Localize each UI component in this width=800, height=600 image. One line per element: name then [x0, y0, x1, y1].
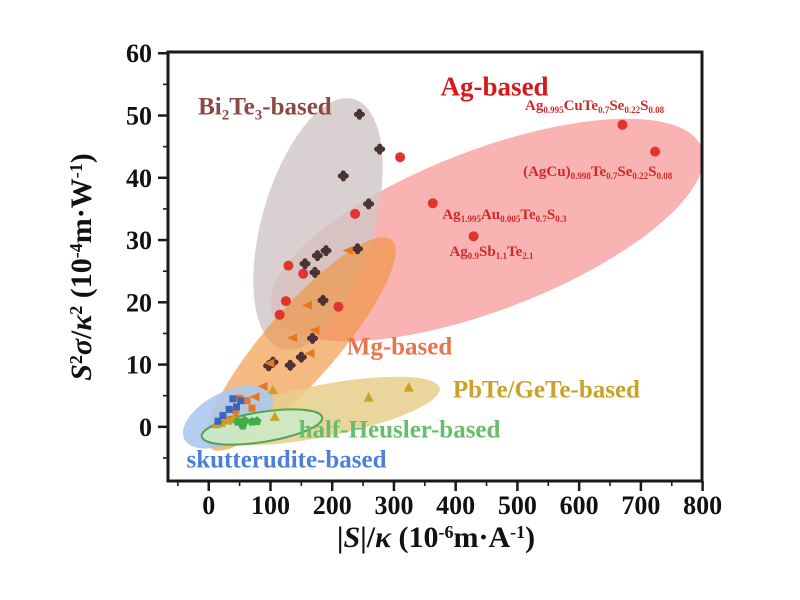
region-ellipses: [182, 98, 702, 451]
data-point-mg-based: [264, 358, 275, 368]
data-point-pbte-gete-based: [269, 411, 280, 421]
data-point-mg-based: [232, 407, 240, 415]
data-point-mg-based: [302, 300, 312, 310]
plot-border: [166, 50, 704, 483]
data-point-ag-based: [283, 260, 294, 271]
data-point-mg-based: [249, 392, 260, 402]
x-tick-label: 800: [683, 491, 722, 520]
data-point-bi2te3-based: [353, 108, 365, 120]
series-skutterudite-based: [214, 395, 245, 425]
scatter-points: [211, 108, 661, 430]
data-point-skutterudite-based: [237, 397, 245, 405]
data-point-bi2te3-based: [352, 243, 363, 255]
x-tick-label: 200: [313, 491, 352, 520]
data-point-bi2te3-based: [295, 351, 307, 363]
data-point-ag-based: [650, 146, 661, 157]
data-point-pbte-gete-based: [403, 382, 414, 392]
data-point-mg-based: [342, 246, 353, 256]
data-point-skutterudite-based: [233, 403, 240, 411]
label-formula-agcute: Ag0.995CuTe0.7Se0.22S0.08: [525, 98, 665, 116]
data-point-bi2te3-based: [374, 143, 386, 155]
data-point-bi2te3-based: [299, 258, 311, 270]
series-half-heusler-based: [233, 415, 262, 430]
data-point-bi2te3-based: [363, 198, 375, 210]
data-point-bi2te3-based: [320, 245, 332, 257]
x-tick-label: 500: [498, 491, 537, 520]
data-point-mg-based: [248, 404, 256, 412]
series-ag-based: [274, 119, 661, 320]
label-ag-based: Ag-based: [440, 71, 549, 102]
data-point-ag-based: [395, 152, 406, 163]
label-formula-agcu-te: (AgCu)0.998Te0.7Se0.22S0.08: [523, 164, 673, 182]
axes: 0 100 200 300 400 500 600 700 800 0 10 20 30 40 50 60: [126, 39, 722, 520]
data-point-skutterudite-based: [225, 405, 233, 413]
data-point-ag-based: [350, 208, 361, 219]
data-point-ag-based: [280, 296, 291, 307]
data-point-ag-based: [617, 119, 628, 130]
data-point-ag-based: [333, 301, 344, 312]
x-tick-label: 600: [560, 491, 599, 520]
data-point-bi2te3-based: [309, 266, 321, 278]
data-point-mg-based: [304, 348, 315, 358]
label-half-heusler-based: half-Heusler-based: [298, 416, 501, 444]
data-point-half-heusler-based: [252, 416, 262, 426]
label-formula-agaute: Ag1.995Au0.005Te0.7S0.3: [442, 207, 567, 225]
data-point-skutterudite-based: [214, 417, 222, 425]
data-point-skutterudite-based: [229, 395, 237, 403]
data-point-bi2te3-based: [307, 332, 318, 344]
x-tick-label: 700: [621, 491, 660, 520]
data-point-bi2te3-based: [311, 250, 323, 262]
y-axis-title: S2σ/κ2 (10-4m·W-1): [65, 153, 98, 381]
x-tick-label: 400: [436, 491, 475, 520]
data-point-bi2te3-based: [284, 359, 296, 371]
data-point-half-heusler-based: [238, 420, 248, 430]
data-point-mg-based: [309, 325, 320, 335]
y-tick-label: 30: [126, 226, 152, 255]
data-point-ag-based: [468, 231, 479, 242]
data-point-ag-based: [298, 268, 309, 279]
label-mg-based: Mg-based: [346, 333, 453, 361]
y-tick-label: 50: [126, 102, 152, 131]
data-point-bi2te3-based: [337, 170, 349, 182]
data-point-ag-based: [274, 309, 285, 320]
y-tick-label: 0: [139, 413, 152, 442]
data-point-mg-based: [243, 397, 251, 405]
data-point-mg-based: [257, 381, 268, 391]
region-ellipse-half-heusler-based: [200, 408, 324, 446]
data-point-ag-based: [427, 198, 438, 209]
x-tick-label: 0: [202, 491, 215, 520]
y-tick-label: 60: [126, 39, 152, 68]
y-tick-label: 40: [126, 164, 152, 193]
label-bi2te3-based: Bi2Te3-based: [198, 93, 332, 124]
data-point-skutterudite-based: [219, 412, 227, 420]
x-tick-label: 100: [251, 491, 290, 520]
x-tick-label: 300: [374, 491, 413, 520]
data-point-pbte-gete-based: [363, 392, 374, 402]
data-point-bi2te3-based: [317, 294, 329, 306]
data-point-pbte-gete-based: [267, 384, 278, 395]
label-skutterudite-based: skutterudite-based: [186, 446, 387, 474]
x-axis-title: |S|/κ (10-6m·A-1): [336, 521, 536, 554]
data-point-mg-based: [287, 333, 298, 343]
y-tick-label: 10: [126, 351, 152, 380]
label-formula-agsbte: Ag0.9Sb1.1Te2.1: [449, 244, 534, 262]
label-pbte-gete-based: PbTe/GeTe-based: [452, 376, 640, 404]
y-tick-label: 20: [126, 288, 152, 317]
